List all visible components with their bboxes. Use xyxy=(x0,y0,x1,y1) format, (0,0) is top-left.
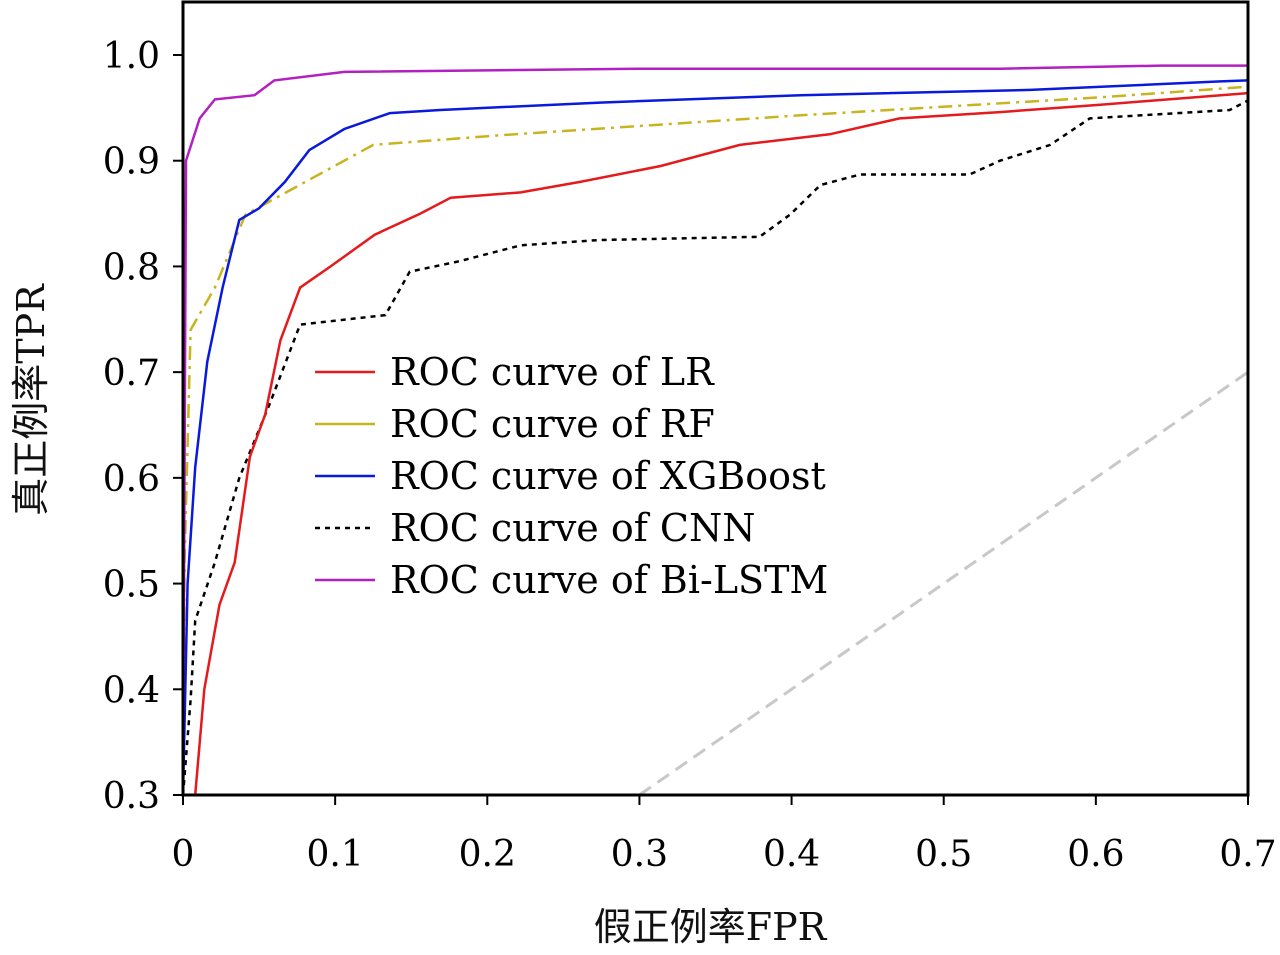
curves-group xyxy=(183,64,1248,795)
y-tick-label: 0.7 xyxy=(103,353,160,394)
legend-label: ROC curve of Bi-LSTM xyxy=(390,558,828,602)
x-axis-label: 假正例率FPR xyxy=(594,905,828,949)
y-axis-label: 真正例率TPR xyxy=(9,283,53,516)
legend-item: ROC curve of XGBoost xyxy=(315,454,826,498)
series-line-roc-curve-of-rf xyxy=(183,85,1248,795)
legend-label: ROC curve of RF xyxy=(390,402,715,446)
x-tick-label: 0.5 xyxy=(915,834,972,875)
series-line-chance xyxy=(638,370,1248,795)
series-line-roc-curve-of-lr xyxy=(193,91,1248,795)
x-tick-label: 0.4 xyxy=(763,834,820,875)
legend-label: ROC curve of CNN xyxy=(390,506,755,550)
legend-item: ROC curve of Bi-LSTM xyxy=(315,558,828,602)
x-axis-ticks: 0 0.1 0.2 0.3 0.4 0.5 0.6 0.7 xyxy=(172,795,1277,875)
y-tick-label: 0.4 xyxy=(103,670,160,711)
series-line-roc-curve-of-bi-lstm xyxy=(183,64,1248,795)
series-line-roc-curve-of-cnn xyxy=(183,99,1248,795)
plot-frame xyxy=(181,0,1250,797)
legend-item: ROC curve of LR xyxy=(315,350,715,394)
series-line-roc-curve-of-xgboost xyxy=(183,79,1248,795)
legend-label: ROC curve of XGBoost xyxy=(390,454,826,498)
y-tick-label: 0.9 xyxy=(103,142,160,183)
x-tick-label: 0.3 xyxy=(611,834,668,875)
y-tick-label: 0.8 xyxy=(103,247,160,288)
legend-item: ROC curve of RF xyxy=(315,402,715,446)
x-tick-label: 0.7 xyxy=(1219,834,1276,875)
x-tick-label: 0.2 xyxy=(459,834,516,875)
y-tick-label: 1.0 xyxy=(103,36,160,77)
legend-label: ROC curve of LR xyxy=(390,350,715,394)
x-tick-label: 0.1 xyxy=(307,834,364,875)
legend-item: ROC curve of CNN xyxy=(315,506,755,550)
x-tick-label: 0 xyxy=(172,834,195,875)
x-tick-label: 0.6 xyxy=(1067,834,1124,875)
legend: ROC curve of LR ROC curve of RF ROC curve … xyxy=(315,350,828,602)
y-tick-label: 0.3 xyxy=(103,776,160,817)
y-tick-label: 0.6 xyxy=(103,459,160,500)
y-axis-ticks: 0.3 0.4 0.5 0.6 0.7 0.8 0.9 1.0 xyxy=(103,36,183,817)
y-tick-label: 0.5 xyxy=(103,565,160,606)
